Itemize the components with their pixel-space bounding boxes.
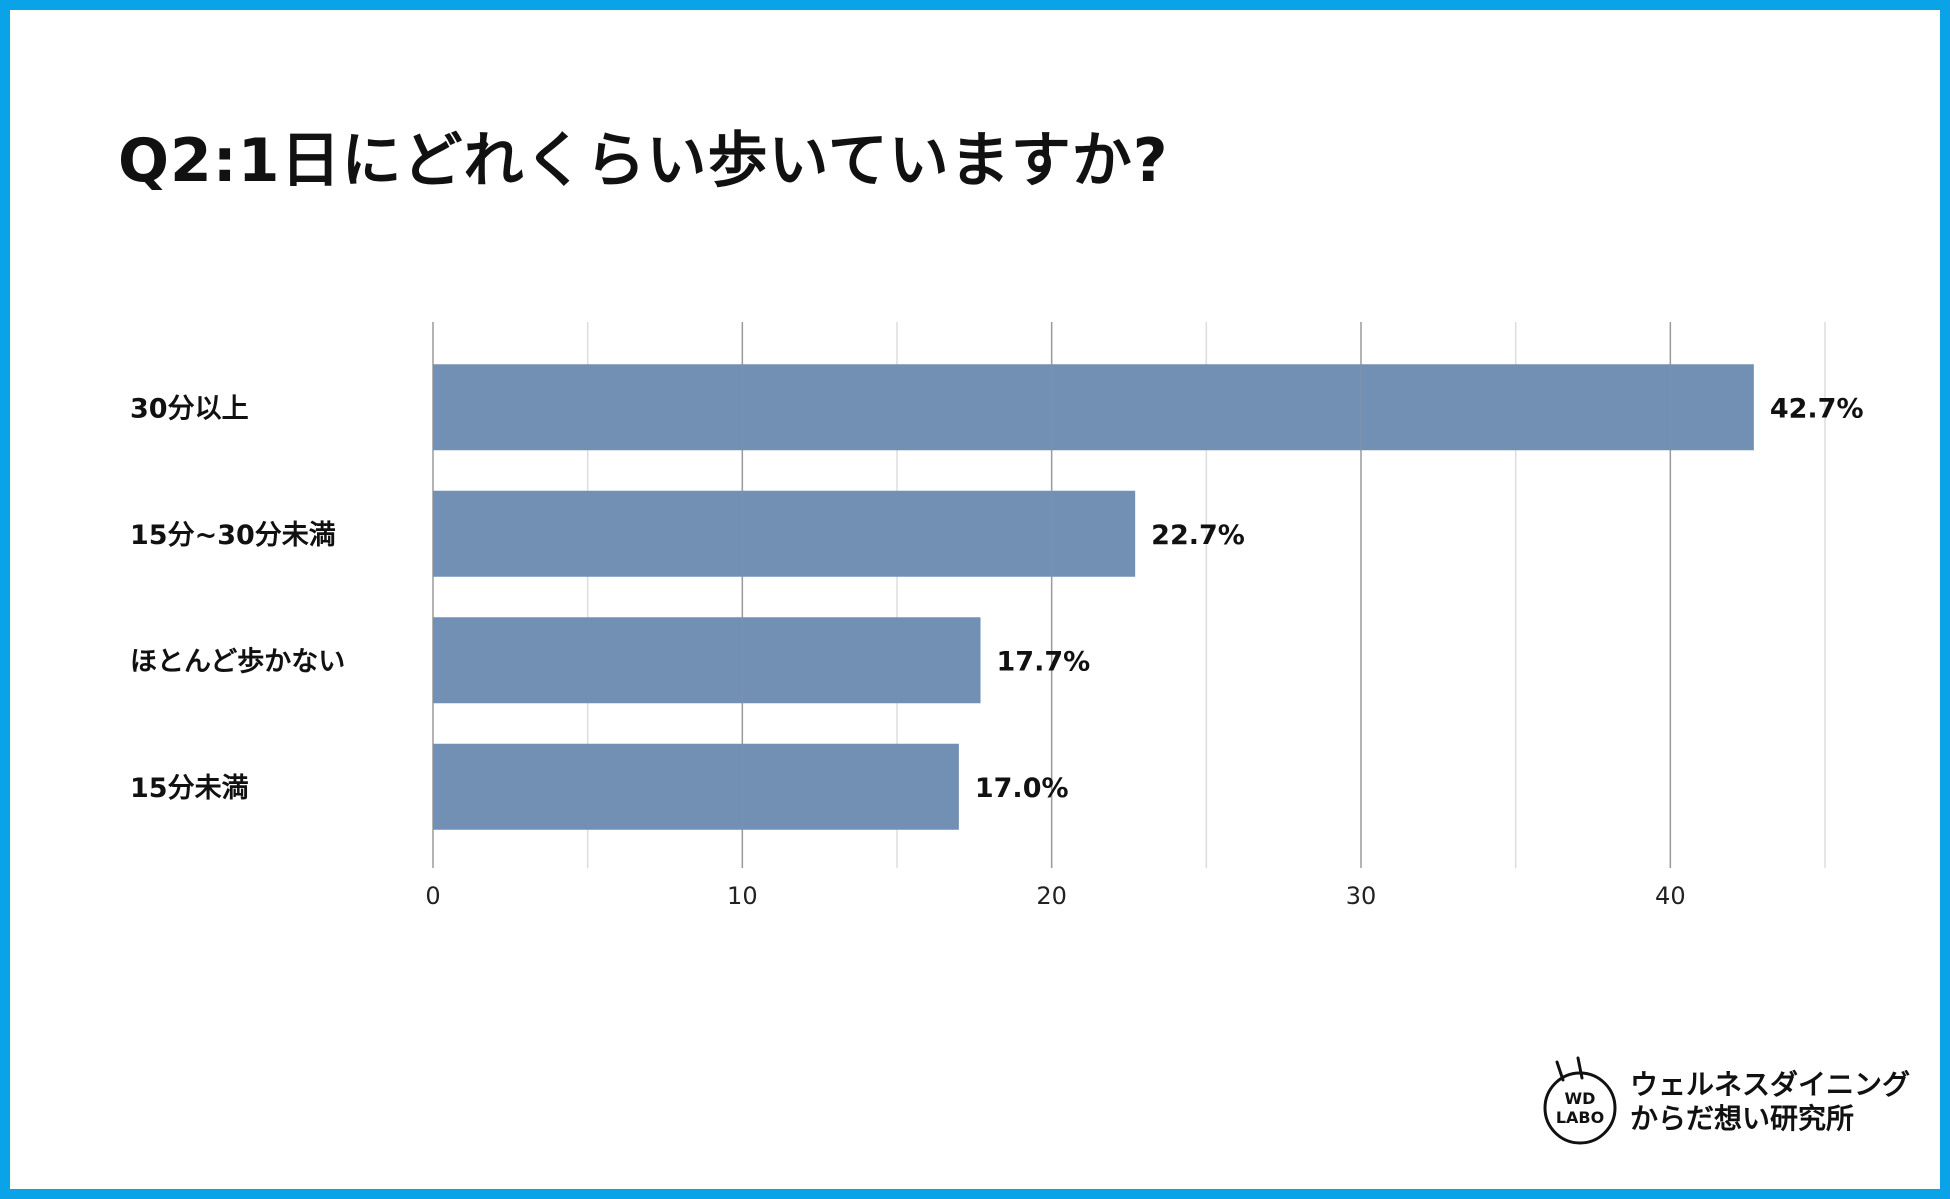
chart-title: Q2:1日にどれくらい歩いていますか? (118, 126, 1169, 196)
wd-labo-logo: WD LABO (1543, 1056, 1617, 1145)
x-tick-label: 40 (1655, 882, 1686, 910)
labels: 0 10 20 30 40 30分以上 42.7% 15分~30分未満 22.7% ほとんど歩かな… (130, 393, 1864, 910)
data-label: 42.7% (1770, 393, 1864, 424)
x-tick-label: 20 (1036, 882, 1067, 910)
logo-line-2: からだ想い研究所 (1630, 1102, 1855, 1135)
data-label: 17.7% (997, 646, 1091, 677)
category-label: 30分以上 (130, 393, 249, 424)
bars (433, 322, 1754, 868)
bar (433, 743, 959, 830)
category-label: 15分~30分未満 (130, 520, 336, 551)
logo-text: ウェルネスダイニング からだ想い研究所 (1630, 1068, 1910, 1136)
x-tick-label: 10 (727, 882, 758, 910)
x-tick-label: 30 (1346, 882, 1377, 910)
category-label: 15分未満 (130, 773, 249, 804)
x-tick-label: 0 (425, 882, 440, 910)
data-label: 22.7% (1151, 520, 1245, 551)
bar (433, 490, 1136, 577)
logo-badge-wd: WD (1565, 1089, 1596, 1108)
bar (433, 617, 981, 704)
bar (433, 364, 1754, 451)
category-label: ほとんど歩かない (130, 646, 345, 677)
logo-badge-labo: LABO (1556, 1108, 1604, 1127)
data-label: 17.0% (975, 773, 1069, 804)
logo-line-1: ウェルネスダイニング (1630, 1068, 1911, 1101)
